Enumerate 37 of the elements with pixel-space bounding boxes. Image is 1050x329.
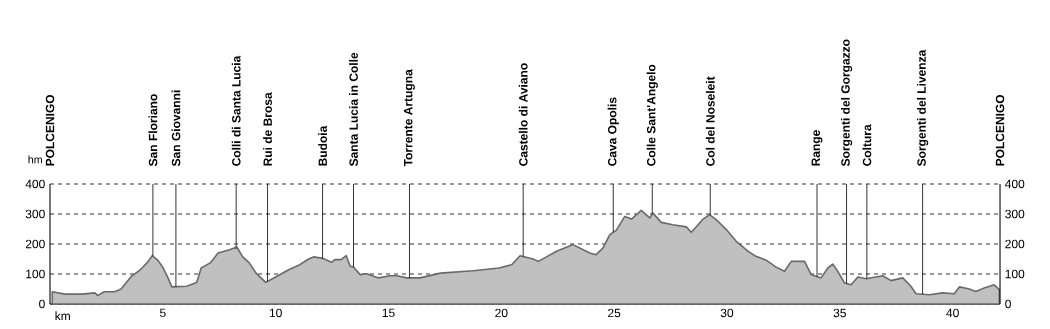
ref-line-label: Budoia xyxy=(318,125,328,166)
y-tick-label: 100 xyxy=(26,269,45,279)
x-axis-title: km xyxy=(55,311,70,321)
y2-tick-label: 200 xyxy=(1005,239,1025,249)
ref-line-label: Coltura xyxy=(862,124,872,166)
ref-line-label: Cava Opolis xyxy=(607,97,619,166)
y2-tick-label: 300 xyxy=(1005,209,1025,219)
ref-line-label: San Giovanni xyxy=(171,90,181,167)
y2-tick-label: 100 xyxy=(1005,269,1025,279)
ref-line-label: Castello di Aviano xyxy=(518,63,528,166)
y-tick-label: 200 xyxy=(25,239,45,249)
x-tick-label: 25 xyxy=(608,308,621,318)
ref-line-label: Torrente Artugna xyxy=(404,69,415,167)
ref-line-label: POLCENIGO xyxy=(995,94,1005,166)
ref-line-label: Sorgenti del Gorgazzo xyxy=(840,39,853,167)
ref-line-label: Colle Sant'Angelo xyxy=(646,64,658,166)
y-tick-label: 400 xyxy=(25,179,45,189)
ref-line-label: Colli di Santa Lucia xyxy=(231,55,241,166)
y2-tick-label: 0 xyxy=(1005,299,1011,309)
ref-line-label: Santa Lucia in Colle xyxy=(349,52,358,167)
y-tick-label: 0 xyxy=(39,299,45,309)
ref-line-label: Col del Noseleit xyxy=(705,76,715,166)
x-tick-label: 10 xyxy=(269,308,282,318)
x-tick-label: 40 xyxy=(946,308,959,318)
ref-line-label: POLCENIGO xyxy=(45,94,55,166)
x-tick-label: 20 xyxy=(495,308,508,318)
x-tick-label: 15 xyxy=(382,308,395,318)
ref-line-label: Sorgenti del Livenza xyxy=(916,49,929,167)
ref-line-label: Range xyxy=(811,130,823,166)
x-tick-label: 5 xyxy=(159,308,166,318)
y-tick-label: 300 xyxy=(25,209,45,219)
y-axis-title: hm xyxy=(28,155,42,164)
x-tick-label: 35 xyxy=(833,308,846,318)
x-tick-label: 30 xyxy=(720,308,734,318)
y2-tick-label: 400 xyxy=(1005,179,1025,189)
ref-line-label: San Floriano xyxy=(148,94,158,167)
ref-line-label: Rui de Brosa xyxy=(263,92,272,166)
